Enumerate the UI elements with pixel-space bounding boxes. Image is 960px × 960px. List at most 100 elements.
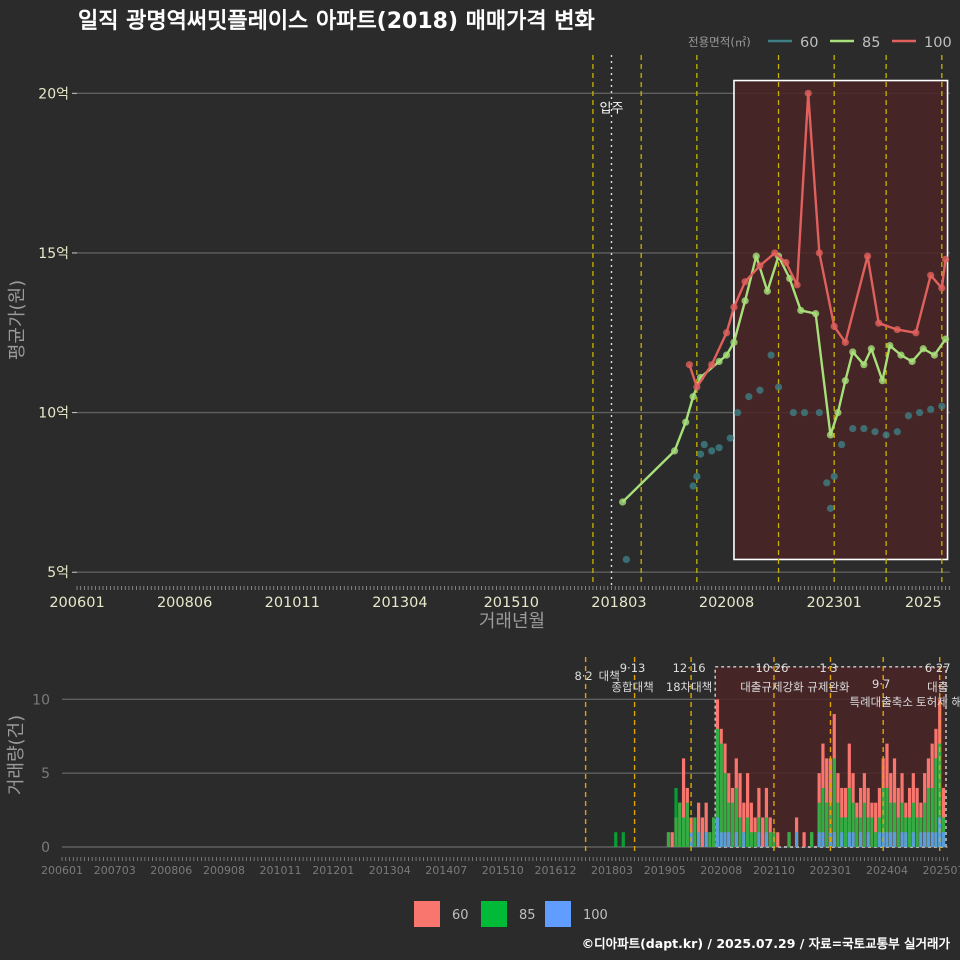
volume-bar-100 xyxy=(742,832,746,847)
data-point-60 xyxy=(708,447,716,455)
volume-bar-85 xyxy=(614,832,618,847)
volume-bar-85 xyxy=(817,802,821,847)
price-legend: 전용면적(㎡) 60 85 100 xyxy=(688,35,952,51)
data-point-85 xyxy=(715,357,723,366)
volume-x-tick-label: 200806 xyxy=(150,864,192,877)
data-point-100 xyxy=(927,271,935,279)
volume-bar-85 xyxy=(870,817,874,847)
volume-bar-100 xyxy=(734,832,738,847)
data-point-100 xyxy=(912,329,920,337)
volume-bar-85 xyxy=(708,832,712,847)
data-point-60 xyxy=(693,472,701,481)
price-y-axis-title: 평균가(원) xyxy=(7,280,28,360)
volume-bar-100 xyxy=(926,832,931,847)
data-point-60 xyxy=(734,408,742,417)
data-point-85 xyxy=(941,335,950,343)
volume-bar-85 xyxy=(889,802,893,847)
volume-bar-85 xyxy=(821,787,825,847)
policy-label-name: 규제완화 xyxy=(807,680,850,694)
volume-legend-swatch-60 xyxy=(414,901,440,927)
volume-bar-100 xyxy=(697,832,701,847)
volume-bar-100 xyxy=(817,832,821,847)
volume-bar-85 xyxy=(930,787,934,847)
volume-bar-100 xyxy=(885,832,889,847)
volume-bar-85 xyxy=(681,817,686,847)
volume-bar-85 xyxy=(923,802,927,847)
volume-bar-100 xyxy=(904,832,908,847)
data-point-100 xyxy=(756,262,764,270)
data-point-85 xyxy=(689,393,697,401)
price-y-tick-label: 10억 xyxy=(38,406,69,422)
volume-bar-100 xyxy=(930,832,934,847)
data-point-100 xyxy=(815,249,823,257)
volume-x-tick-label: 201510 xyxy=(482,864,524,877)
volume-x-tick-label: 201011 xyxy=(259,864,301,877)
volume-bar-60 xyxy=(697,802,701,847)
volume-bar-100 xyxy=(851,832,855,847)
policy-label-name: 18차대책 xyxy=(666,680,712,694)
volume-bar-60 xyxy=(874,802,878,847)
volume-bar-85 xyxy=(685,802,689,847)
data-point-85 xyxy=(670,447,679,455)
volume-y-tick-label: 0 xyxy=(41,840,50,856)
volume-bar-85 xyxy=(723,773,727,847)
price-y-tick-label: 5억 xyxy=(47,565,69,581)
price-y-tick-label: 20억 xyxy=(38,86,69,102)
highlight-region xyxy=(733,79,949,561)
data-point-60 xyxy=(823,479,831,487)
data-point-85 xyxy=(741,297,749,305)
movein-label: 입주 xyxy=(600,101,624,116)
data-point-60 xyxy=(800,408,809,417)
data-point-60 xyxy=(689,482,697,490)
volume-x-tick-label: 200703 xyxy=(94,864,136,877)
volume-bar-85 xyxy=(907,817,912,847)
data-point-60 xyxy=(871,428,879,436)
data-point-85 xyxy=(812,310,820,318)
price-x-tick-label: 2025 xyxy=(905,595,942,611)
volume-bar-60 xyxy=(742,802,746,847)
volume-bar-100 xyxy=(757,832,761,847)
price-x-tick-label: 201011 xyxy=(265,595,320,611)
volume-bar-100 xyxy=(840,832,844,847)
volume-x-tick-label: 200601 xyxy=(41,864,83,877)
volume-bar-85 xyxy=(719,743,723,847)
volume-bar-85 xyxy=(911,802,915,847)
volume-bar-85 xyxy=(896,817,900,847)
volume-bar-60 xyxy=(745,773,750,847)
volume-bar-85 xyxy=(678,802,682,847)
policy-label-date: 8·2 xyxy=(574,669,592,683)
data-point-85 xyxy=(752,252,760,260)
chart-title: 일직 광명역써밋플레이스 아파트(2018) 매매가격 변화 xyxy=(78,9,595,34)
data-point-85 xyxy=(826,431,835,439)
data-point-100 xyxy=(793,281,801,289)
legend-label-100: 100 xyxy=(924,35,952,51)
data-point-60 xyxy=(622,555,630,564)
data-point-60 xyxy=(882,431,890,439)
data-point-85 xyxy=(730,338,738,346)
volume-bar-85 xyxy=(851,802,855,847)
data-point-100 xyxy=(841,338,849,346)
volume-bar-85 xyxy=(881,787,885,847)
volume-bar-100 xyxy=(832,832,836,847)
volume-bar-60 xyxy=(670,832,674,847)
data-point-60 xyxy=(915,408,924,417)
data-point-100 xyxy=(863,252,872,260)
policy-label-date: 6·27 xyxy=(925,661,951,675)
volume-legend-label-60: 60 xyxy=(452,908,469,923)
data-point-60 xyxy=(789,408,797,417)
volume-bar-100 xyxy=(877,832,882,847)
data-point-60 xyxy=(904,412,913,420)
volume-bar-85 xyxy=(745,817,750,847)
volume-bar-100 xyxy=(923,832,927,847)
volume-bar-85 xyxy=(715,728,720,847)
volume-bar-85 xyxy=(810,832,814,847)
volume-y-axis-title: 거래량(건) xyxy=(6,715,27,795)
volume-bar-100 xyxy=(941,832,946,847)
volume-bar-100 xyxy=(704,832,708,847)
volume-bar-100 xyxy=(934,832,938,847)
volume-legend-swatch-100 xyxy=(545,901,571,927)
data-point-100 xyxy=(893,325,901,334)
data-point-100 xyxy=(941,255,950,263)
